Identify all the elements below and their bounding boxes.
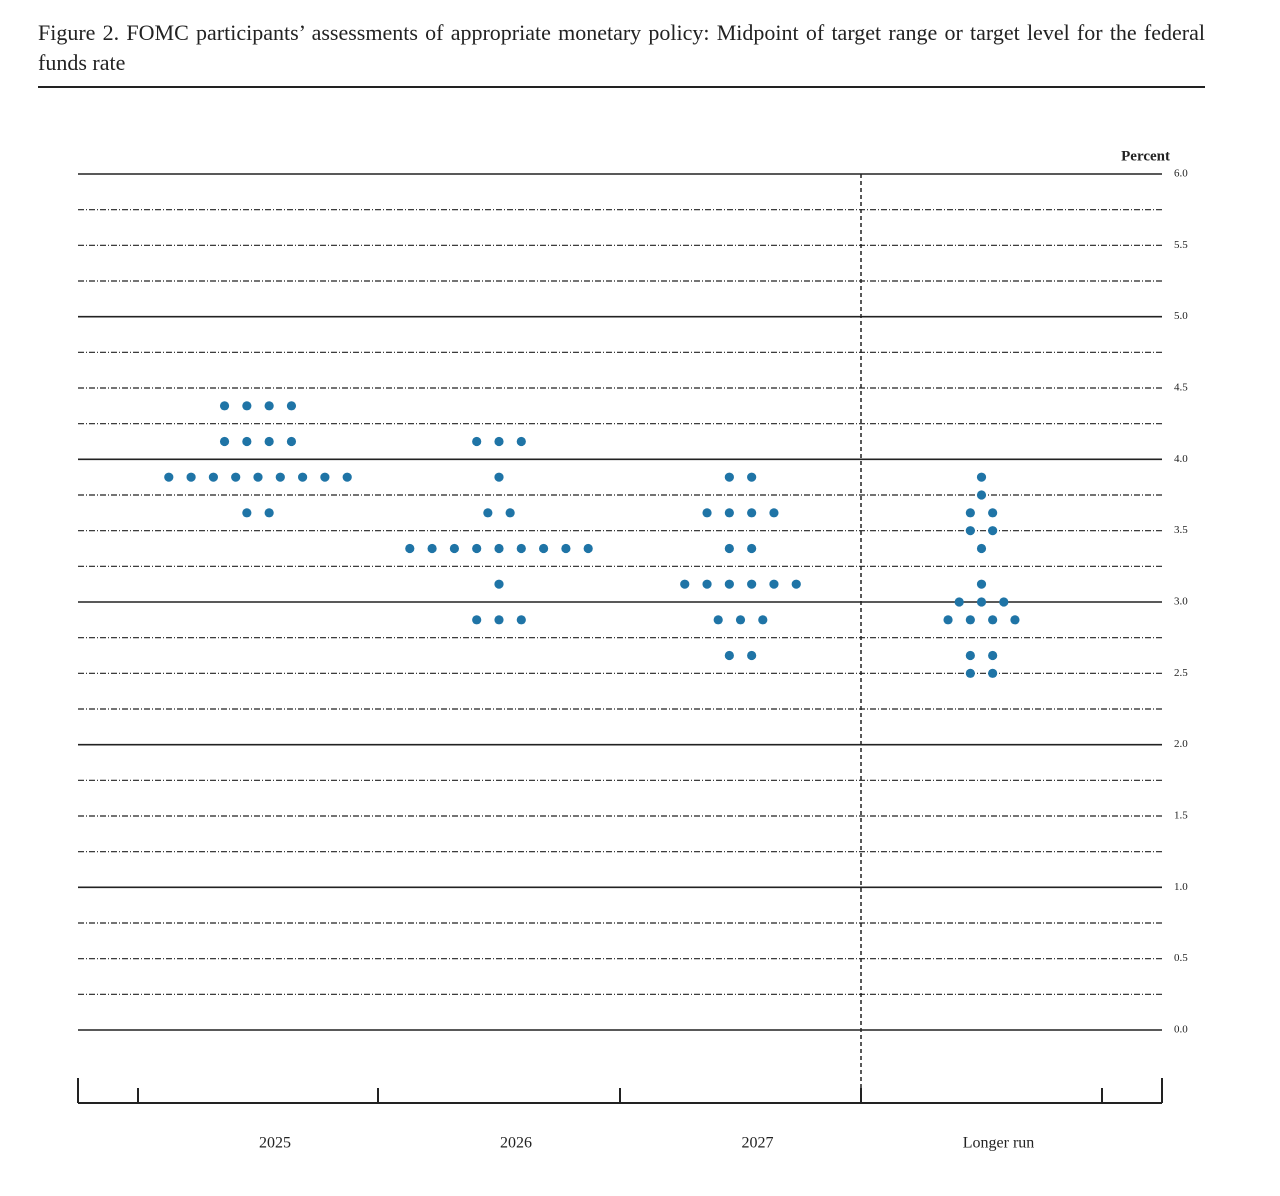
dot	[747, 508, 757, 518]
dot	[735, 615, 746, 625]
y-tick-label: 0.0	[1174, 1024, 1188, 1036]
dot	[561, 543, 571, 554]
dot	[494, 543, 504, 554]
dot	[965, 508, 975, 518]
x-tick-label: 2025	[259, 1135, 291, 1152]
dot	[164, 472, 174, 482]
dot	[769, 508, 779, 518]
dot	[702, 579, 712, 589]
chart-title: Figure 2. FOMC participants’ assessments…	[38, 20, 1205, 75]
dot	[976, 597, 987, 607]
dot	[724, 508, 734, 518]
dot	[988, 615, 998, 625]
dot	[747, 650, 757, 661]
dot	[976, 543, 987, 554]
dot	[320, 472, 330, 482]
y-tick-label: 1.0	[1174, 881, 1188, 893]
dot	[988, 526, 998, 536]
dot	[965, 615, 975, 625]
dot	[472, 615, 482, 625]
dot	[988, 668, 998, 678]
x-tick-label: 2027	[742, 1135, 774, 1152]
y-axis-label: Percent	[1121, 148, 1170, 164]
dot	[286, 401, 297, 411]
dot	[724, 472, 734, 482]
dot	[747, 543, 757, 554]
dot	[539, 543, 549, 554]
dot	[427, 543, 437, 554]
y-tick-label: 5.0	[1174, 310, 1188, 322]
dot	[449, 543, 459, 554]
dot	[242, 508, 252, 518]
x-tick-label: 2026	[500, 1135, 532, 1152]
dot	[999, 597, 1009, 607]
dot	[342, 472, 352, 482]
dot	[724, 650, 734, 661]
dot	[275, 472, 285, 482]
dot	[747, 472, 757, 482]
dot	[965, 526, 975, 536]
dot	[242, 436, 252, 447]
dot	[405, 543, 415, 554]
dot	[264, 508, 274, 518]
dot	[516, 543, 526, 554]
dot	[747, 579, 757, 589]
dot	[583, 543, 593, 554]
dot	[231, 472, 241, 482]
dot	[724, 543, 734, 554]
y-tick-label: 5.5	[1174, 239, 1188, 251]
dot	[186, 472, 196, 482]
dot	[680, 579, 690, 589]
dot	[494, 615, 504, 625]
y-tick-label: 4.0	[1174, 453, 1188, 465]
dot	[976, 579, 987, 589]
y-tick-label: 2.0	[1174, 738, 1188, 750]
dot	[702, 508, 712, 518]
dot	[976, 490, 987, 500]
dot	[494, 436, 504, 447]
dot	[988, 650, 998, 661]
dot	[769, 579, 779, 589]
dot	[988, 508, 998, 518]
dot	[516, 436, 526, 447]
dot	[264, 401, 274, 411]
dot	[943, 615, 953, 625]
dot	[724, 579, 734, 589]
dot	[505, 508, 515, 518]
dot	[219, 401, 230, 411]
dot	[253, 472, 263, 482]
dot	[219, 436, 230, 447]
dot	[965, 668, 975, 678]
dot	[208, 472, 218, 482]
dot	[965, 650, 975, 661]
y-tick-label: 3.5	[1174, 524, 1188, 536]
dot	[516, 615, 526, 625]
dot	[494, 579, 504, 589]
y-tick-label: 1.5	[1174, 810, 1188, 822]
dot	[483, 508, 493, 518]
dot	[242, 401, 252, 411]
y-tick-label: 0.5	[1174, 952, 1188, 964]
dot	[976, 472, 987, 482]
dot	[264, 436, 274, 447]
x-tick-label: Longer run	[963, 1135, 1035, 1152]
dot	[286, 436, 297, 447]
dot	[758, 615, 768, 625]
y-tick-label: 6.0	[1174, 168, 1188, 180]
dot	[472, 543, 482, 554]
dot	[494, 472, 504, 482]
y-tick-label: 2.5	[1174, 667, 1188, 679]
y-tick-label: 3.0	[1174, 596, 1188, 608]
x-axis	[77, 1078, 1163, 1104]
dot	[791, 579, 801, 589]
dot	[713, 615, 723, 625]
dot	[954, 597, 964, 607]
dot	[298, 472, 308, 482]
dot	[1010, 615, 1020, 625]
y-tick-label: 4.5	[1174, 382, 1188, 394]
dot	[472, 436, 482, 447]
